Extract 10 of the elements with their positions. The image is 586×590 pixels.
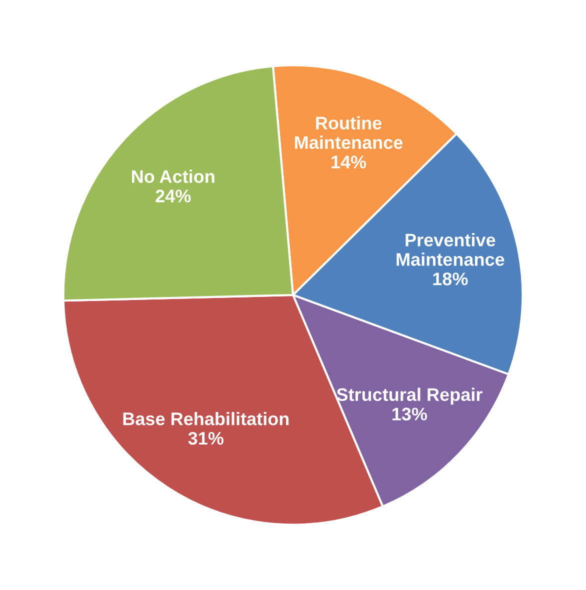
data-label: 13% <box>392 408 428 420</box>
data-label: 31% <box>188 432 224 445</box>
data-label: 14% <box>332 156 366 168</box>
slice-label: Base Rehabilitation <box>123 412 289 426</box>
slice-label: Structural Repair <box>336 388 482 405</box>
data-label: 24% <box>156 190 191 202</box>
slice-label: No Action <box>132 170 214 183</box>
slice-label: Preventive Maintenance <box>396 233 504 266</box>
slice-label: Routine Maintenance <box>295 116 403 149</box>
data-label: 18% <box>433 272 468 286</box>
